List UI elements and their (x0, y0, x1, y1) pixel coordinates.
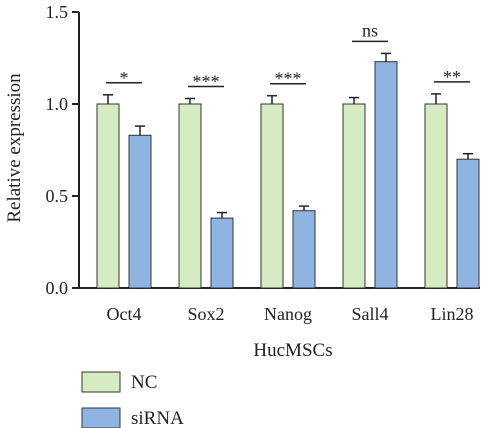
y-tick-label: 1.0 (46, 94, 69, 114)
bar-sirna-sall4 (374, 61, 398, 289)
y-tick-label: 0.5 (46, 186, 69, 206)
significance-label: * (120, 68, 129, 88)
significance-label: ns (362, 20, 378, 40)
bar-nc-sall4 (342, 103, 366, 289)
bar-nc-sox2 (178, 103, 202, 289)
x-category-label: Sall4 (351, 304, 388, 324)
significance-label: *** (275, 69, 302, 89)
bar-nc-lin28 (424, 103, 448, 289)
legend-label-sirna: siRNA (131, 408, 184, 428)
legend-swatch-sirna (81, 407, 121, 428)
significance-label: ** (443, 67, 461, 87)
legend-swatch-nc (81, 371, 121, 393)
y-tick-label: 1.5 (46, 2, 69, 22)
x-category-label: Sox2 (187, 304, 224, 324)
bar-sirna-oct4 (128, 134, 152, 289)
bar-sirna-lin28 (456, 158, 480, 289)
legend-label-nc: NC (131, 372, 157, 393)
x-category-label: Oct4 (107, 304, 142, 324)
bar-sirna-nanog (292, 210, 316, 289)
bar-sirna-sox2 (210, 217, 234, 289)
x-category-label: Lin28 (431, 304, 474, 324)
bar-nc-oct4 (96, 103, 120, 289)
y-tick-label: 0.0 (46, 278, 69, 298)
x-category-label: Nanog (264, 304, 312, 324)
bar-nc-nanog (260, 103, 284, 289)
y-axis-title: Relative expression (4, 73, 25, 223)
x-axis-title: HucMSCs (253, 340, 332, 361)
significance-label: *** (193, 71, 220, 91)
